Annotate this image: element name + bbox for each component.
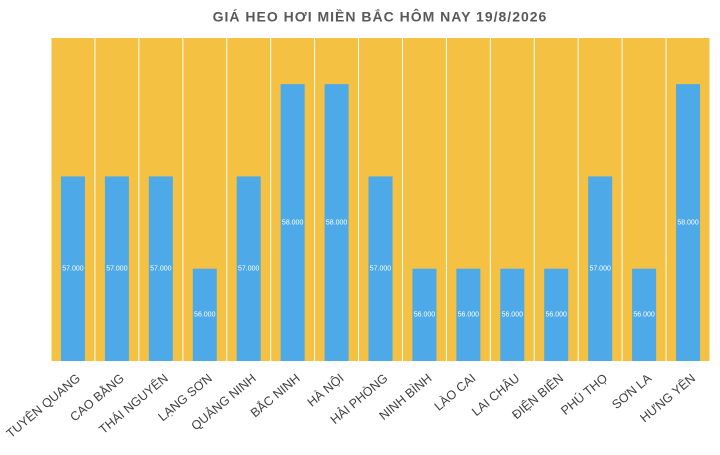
value-label: 56.000 [546, 312, 568, 319]
value-label: 56.000 [633, 312, 655, 319]
bar [104, 176, 129, 361]
value-label: 56.000 [458, 312, 480, 319]
bar [324, 84, 349, 362]
bar [456, 268, 481, 361]
bar [588, 176, 613, 361]
value-label: 58.000 [326, 219, 348, 226]
bar [236, 176, 261, 361]
bar [544, 268, 569, 361]
value-label: 56.000 [414, 312, 436, 319]
value-label: 58.000 [677, 219, 699, 226]
bar [280, 84, 305, 362]
bar [192, 268, 217, 361]
bar [500, 268, 525, 361]
x-tick-label: BẮC NINH [247, 370, 302, 420]
value-label: 57.000 [106, 266, 128, 273]
bar [412, 268, 437, 361]
value-label: 58.000 [282, 219, 304, 226]
x-tick-label: TUYÊN QUANG [3, 370, 83, 440]
value-label: 57.000 [150, 266, 172, 273]
value-label: 56.000 [194, 312, 216, 319]
bar [368, 176, 393, 361]
bar [60, 176, 85, 361]
chart-title: GIÁ HEO HƠI MIỀN BẮC HÔM NAY 19/8/2026 [213, 8, 548, 25]
bar [632, 268, 657, 361]
value-label: 57.000 [589, 266, 611, 273]
value-label: 56.000 [502, 312, 524, 319]
value-label: 57.000 [370, 266, 392, 273]
x-tick-label: PHÚ THỌ [558, 370, 611, 418]
value-label: 57.000 [62, 266, 84, 273]
bar [148, 176, 173, 361]
value-label: 57.000 [238, 266, 260, 273]
bar [676, 84, 701, 362]
x-tick-label: HÀ NỘI [304, 370, 347, 409]
